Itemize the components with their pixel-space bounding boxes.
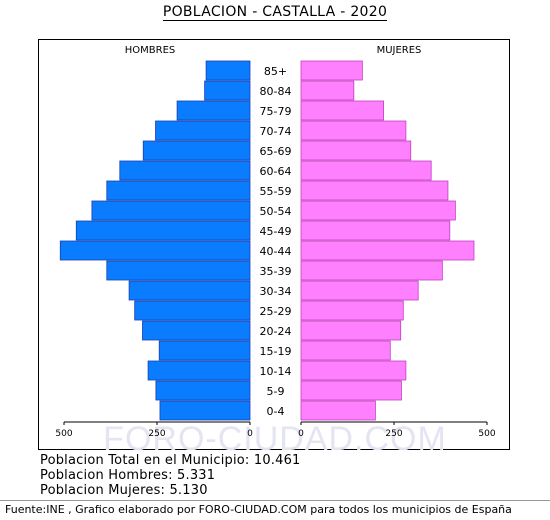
x-tick-label-left-250: 250 <box>148 429 165 439</box>
age-label-25-29: 25-29 <box>260 305 292 318</box>
bar-mujeres-55-59 <box>301 181 448 200</box>
age-label-5-9: 5-9 <box>267 385 285 398</box>
age-label-10-14: 10-14 <box>260 365 292 378</box>
age-label-75-79: 75-79 <box>260 105 292 118</box>
bar-hombres-65-69 <box>143 141 250 160</box>
bar-mujeres-50-54 <box>301 201 455 220</box>
population-stats: Poblacion Total en el Municipio: 10.461 … <box>40 453 301 498</box>
bar-mujeres-40-44 <box>301 241 474 260</box>
age-label-35-39: 35-39 <box>260 265 292 278</box>
x-tick-label-right-500: 500 <box>478 429 495 439</box>
stat-hombres: Poblacion Hombres: 5.331 <box>40 468 301 483</box>
bar-mujeres-10-14 <box>301 361 406 380</box>
age-label-50-54: 50-54 <box>260 205 292 218</box>
bar-hombres-70-74 <box>156 121 250 140</box>
stat-mujeres: Poblacion Mujeres: 5.130 <box>40 483 301 498</box>
chart-title: POBLACION - CASTALLA - 2020 <box>0 4 550 20</box>
population-pyramid-chart: FORO-CIUDAD.COMHOMBRESMUJERES0-45-910-14… <box>39 40 511 451</box>
bar-hombres-55-59 <box>107 181 250 200</box>
legend-label-hombres: HOMBRES <box>125 45 176 56</box>
bar-hombres-10-14 <box>148 361 250 380</box>
x-tick-label-right-0: 0 <box>298 429 304 439</box>
age-label-85+: 85+ <box>264 65 287 78</box>
age-label-30-34: 30-34 <box>260 285 292 298</box>
bar-hombres-75-79 <box>177 101 250 120</box>
x-tick-label-left-0: 0 <box>247 429 253 439</box>
bar-hombres-50-54 <box>92 201 250 220</box>
age-label-20-24: 20-24 <box>260 325 292 338</box>
age-label-60-64: 60-64 <box>260 165 292 178</box>
legend-label-mujeres: MUJERES <box>377 45 422 56</box>
bar-hombres-20-24 <box>142 321 250 340</box>
bar-hombres-80-84 <box>205 81 250 100</box>
x-tick-label-right-250: 250 <box>385 429 402 439</box>
bar-hombres-35-39 <box>107 261 250 280</box>
bar-hombres-45-49 <box>76 221 250 240</box>
bar-mujeres-20-24 <box>301 321 401 340</box>
age-label-40-44: 40-44 <box>260 245 292 258</box>
bar-mujeres-85+ <box>301 61 362 80</box>
bar-mujeres-5-9 <box>301 381 401 400</box>
bar-hombres-30-34 <box>129 281 250 300</box>
footer-divider <box>0 500 550 501</box>
age-label-45-49: 45-49 <box>260 225 292 238</box>
age-label-70-74: 70-74 <box>260 125 292 138</box>
bar-hombres-85+ <box>206 61 250 80</box>
bar-hombres-25-29 <box>135 301 250 320</box>
bar-hombres-60-64 <box>120 161 250 180</box>
bar-mujeres-65-69 <box>301 141 411 160</box>
bar-mujeres-45-49 <box>301 221 450 240</box>
age-label-0-4: 0-4 <box>267 405 285 418</box>
x-tick-label-left-500: 500 <box>55 429 72 439</box>
bar-mujeres-0-4 <box>301 401 375 420</box>
bar-hombres-5-9 <box>156 381 250 400</box>
bar-mujeres-15-19 <box>301 341 390 360</box>
age-label-65-69: 65-69 <box>260 145 292 158</box>
bar-mujeres-75-79 <box>301 101 384 120</box>
age-label-55-59: 55-59 <box>260 185 292 198</box>
bar-mujeres-25-29 <box>301 301 403 320</box>
bar-mujeres-35-39 <box>301 261 442 280</box>
age-label-15-19: 15-19 <box>260 345 292 358</box>
chart-panel: FORO-CIUDAD.COMHOMBRESMUJERES0-45-910-14… <box>38 39 510 450</box>
footer-source: Fuente:INE , Grafico elaborado por FORO-… <box>5 503 512 516</box>
stat-total: Poblacion Total en el Municipio: 10.461 <box>40 453 301 468</box>
bar-hombres-15-19 <box>159 341 250 360</box>
bar-hombres-40-44 <box>60 241 250 260</box>
bar-mujeres-30-34 <box>301 281 418 300</box>
bar-mujeres-80-84 <box>301 81 354 100</box>
bar-mujeres-60-64 <box>301 161 431 180</box>
bar-mujeres-70-74 <box>301 121 406 140</box>
age-label-80-84: 80-84 <box>260 85 292 98</box>
bar-hombres-0-4 <box>160 401 250 420</box>
